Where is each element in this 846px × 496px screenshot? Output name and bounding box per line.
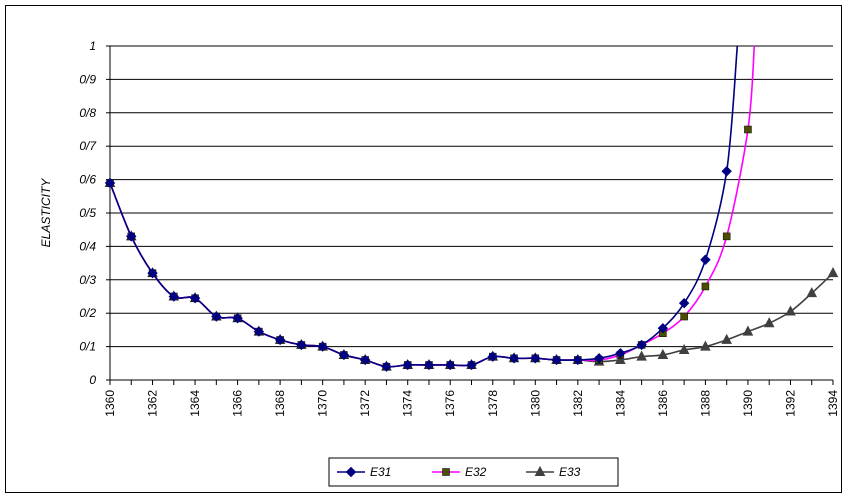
y-tick-label: 0/6 [79, 173, 96, 187]
diamond-marker [168, 291, 180, 302]
triangle-marker [636, 350, 647, 361]
x-tick-label: 1376 [443, 390, 457, 417]
y-tick-label: 0/3 [79, 273, 96, 287]
triangle-marker [615, 353, 626, 364]
diamond-marker [551, 354, 562, 366]
diamond-marker [317, 341, 328, 352]
x-tick-label: 1378 [486, 390, 500, 417]
diamond-marker [147, 267, 158, 279]
diamond-marker [572, 354, 584, 366]
triangle-marker [785, 305, 796, 316]
diamond-marker [104, 177, 116, 189]
x-tick-label: 1368 [273, 390, 287, 417]
legend-box [328, 457, 619, 487]
diamond-marker [381, 361, 392, 372]
y-tick-label: 0/5 [79, 206, 96, 220]
diamond-marker [338, 349, 350, 361]
legend-item-e33: E33 [526, 465, 581, 479]
x-tick-label: 1386 [656, 390, 670, 417]
x-tick-label: 1374 [401, 390, 415, 417]
triangle-marker [700, 340, 711, 351]
diamond-marker [678, 297, 690, 309]
diamond-marker [274, 334, 286, 346]
x-tick-label: 1370 [316, 390, 330, 417]
diamond-marker [445, 359, 456, 371]
x-tick-label: 1384 [613, 390, 627, 417]
diamond-marker [253, 326, 265, 337]
x-tick-label: 1362 [146, 390, 160, 417]
diamond-marker [657, 323, 669, 334]
x-tick-label: 1392 [783, 390, 797, 417]
diamond-marker [466, 359, 477, 371]
diamond-marker [189, 292, 201, 304]
x-tick-label: 1390 [741, 390, 755, 417]
diamond-marker [345, 466, 357, 478]
y-tick-label: 0/8 [79, 106, 96, 120]
diamond-marker [508, 353, 520, 364]
legend-label: E33 [559, 465, 581, 479]
y-tick-label: 0 [89, 373, 96, 387]
diamond-marker [593, 353, 605, 364]
square-marker [442, 468, 450, 476]
legend-item-e32: E32 [432, 465, 487, 479]
x-tick-label: 1382 [571, 390, 585, 417]
triangle-marker [678, 343, 690, 354]
diamond-marker [636, 339, 647, 351]
diamond-marker [615, 348, 626, 359]
square-marker [744, 125, 752, 134]
x-tick-label: 1380 [528, 390, 542, 417]
legend-label: E32 [465, 465, 487, 479]
square-marker [722, 232, 731, 241]
legend-label: E31 [370, 465, 391, 479]
triangle-marker [721, 333, 733, 344]
y-tick-label: 0/4 [79, 239, 96, 253]
square-marker [680, 312, 688, 321]
diamond-marker [700, 254, 711, 265]
x-tick-labels: 1360 1362 1364 1366 1368 1370 1372 1374 1376 1378… [103, 390, 840, 417]
triangle-marker [657, 348, 669, 359]
legend-item-e31: E31 [337, 465, 391, 479]
series-group [104, 45, 839, 372]
diamond-marker [296, 339, 307, 351]
diamond-marker [423, 359, 435, 371]
y-tick-labels: 0 0/1 0/2 0/3 0/4 0/5 0/6 0/7 0/8 0/9 1 [79, 39, 97, 387]
legend: E31 E32 E33 [328, 457, 619, 487]
diamond-marker [126, 231, 137, 242]
gridlines [106, 45, 833, 381]
diamond-marker [721, 166, 732, 177]
x-tick-label: 1364 [188, 390, 202, 417]
triangle-marker [763, 317, 775, 328]
x-tick-label: 1394 [826, 390, 840, 417]
axes [109, 46, 834, 385]
triangle-marker [534, 465, 546, 476]
triangle-marker [742, 325, 754, 336]
x-tick-label: 1366 [231, 390, 245, 417]
diamond-marker [402, 359, 413, 371]
diamond-marker [232, 313, 243, 324]
series-e31 [104, 45, 739, 372]
x-tick-label: 1388 [698, 390, 712, 417]
y-tick-label: 0/2 [79, 306, 96, 320]
diamond-marker [359, 354, 371, 366]
y-tick-label: 0/7 [79, 139, 97, 153]
y-tick-label: 1 [89, 39, 96, 53]
x-tick-label: 1360 [103, 390, 117, 417]
diamond-marker [530, 353, 541, 364]
x-tick-label: 1372 [358, 390, 372, 417]
triangle-marker [806, 287, 818, 298]
y-tick-label: 0/9 [79, 72, 96, 86]
square-marker [701, 282, 710, 291]
y-axis-title: ELASTICITY [39, 178, 53, 248]
triangle-marker [827, 267, 839, 278]
diamond-marker [487, 351, 498, 362]
y-tick-label: 0/1 [79, 340, 96, 354]
diamond-marker [211, 311, 222, 322]
